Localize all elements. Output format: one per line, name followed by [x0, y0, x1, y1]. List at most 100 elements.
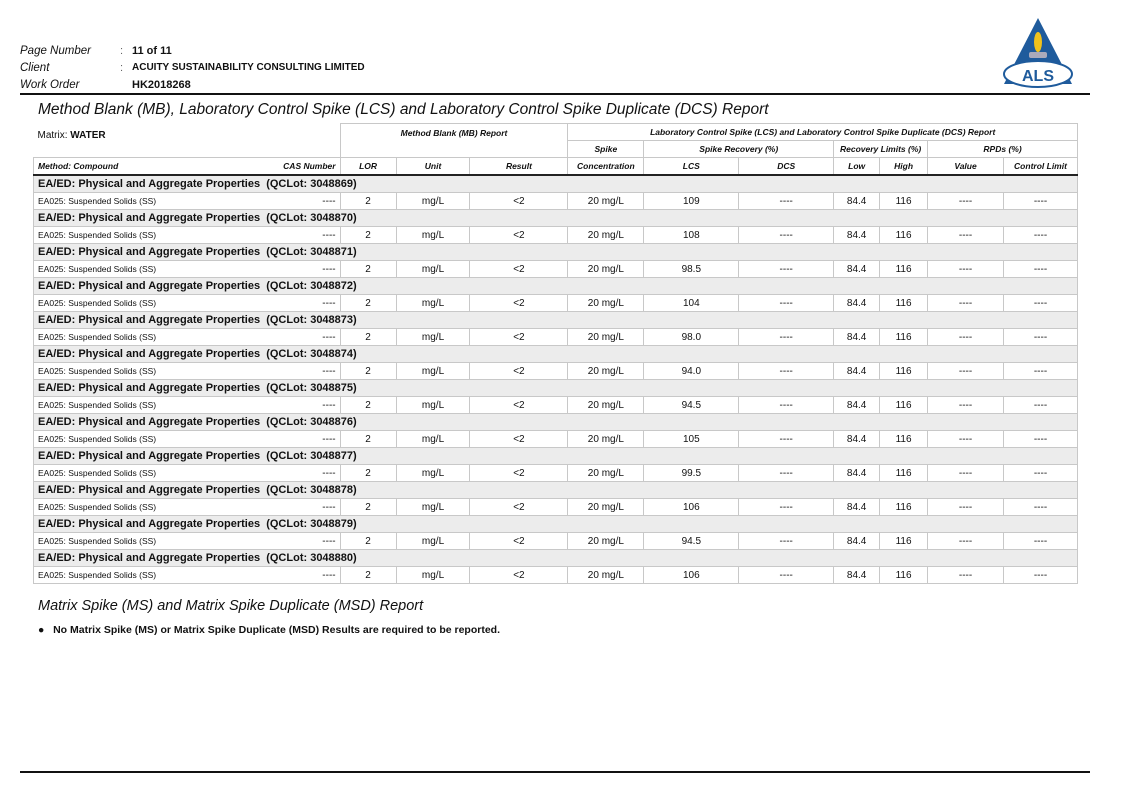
cell-spike-concentration: 20 mg/L — [567, 226, 645, 244]
cell-spike-concentration: 20 mg/L — [567, 430, 645, 448]
table-row: EA025: Suspended Solids (SS) ---- 2 mg/L <2 2… — [33, 226, 1078, 244]
cell-lor: 2 — [339, 430, 397, 448]
qc-lot-group: EA/ED: Physical and Aggregate Properties… — [33, 311, 1078, 329]
cell-rpd-control-limit: ---- — [1003, 192, 1078, 210]
client-value: ACUITY SUSTAINABILITY CONSULTING LIMITED — [132, 62, 365, 73]
page-number-value: 11 of 11 — [132, 44, 172, 57]
logo-text: ALS — [1022, 68, 1054, 85]
matrix-label: Matrix: — [37, 129, 71, 141]
cell-low-limit: 84.4 — [833, 192, 881, 210]
cell-rpd-value: ---- — [927, 192, 1004, 210]
recovery-limits-header: Recovery Limits (%) — [833, 140, 929, 158]
cell-rpd-value: ---- — [927, 362, 1004, 380]
col-compound: Method: Compound — [38, 161, 119, 171]
qc-lot-title: EA/ED: Physical and Aggregate Properties… — [33, 174, 1078, 193]
cell-dcs: ---- — [738, 532, 835, 550]
col-high: High — [879, 157, 929, 176]
cell-compound: EA025: Suspended Solids (SS) — [38, 229, 157, 240]
client-label: Client — [20, 61, 50, 74]
cell-lor: 2 — [339, 396, 397, 414]
col-concentration: Concentration — [567, 157, 645, 176]
col-lcs: LCS — [643, 157, 740, 176]
cell-compound: EA025: Suspended Solids (SS) — [38, 365, 157, 376]
cell-rpd-control-limit: ---- — [1003, 464, 1078, 482]
cell-lcs: 106 — [643, 566, 740, 584]
table-row: EA025: Suspended Solids (SS) ---- 2 mg/L <2 2… — [33, 192, 1078, 210]
cell-rpd-value: ---- — [927, 226, 1004, 244]
cell-rpd-value: ---- — [927, 464, 1004, 482]
cell-low-limit: 84.4 — [833, 498, 881, 516]
qc-lot-group: EA/ED: Physical and Aggregate Properties… — [33, 174, 1078, 193]
table-row: EA025: Suspended Solids (SS) ---- 2 mg/L <2 2… — [33, 566, 1078, 584]
cell-rpd-value: ---- — [927, 532, 1004, 550]
cell-cas-number: ---- — [322, 331, 336, 343]
table-row: EA025: Suspended Solids (SS) ---- 2 mg/L <2 2… — [33, 396, 1078, 414]
header-divider — [20, 93, 1090, 95]
qc-lot-title: EA/ED: Physical and Aggregate Properties… — [33, 413, 1078, 431]
cell-result: <2 — [469, 430, 569, 448]
cell-compound: EA025: Suspended Solids (SS) — [38, 195, 157, 206]
ms-note: ● No Matrix Spike (MS) or Matrix Spike D… — [38, 624, 501, 636]
cell-compound-cas: EA025: Suspended Solids (SS) ---- — [33, 294, 341, 312]
col-control-limit: Control Limit — [1003, 157, 1078, 176]
qc-lot-group: EA/ED: Physical and Aggregate Properties… — [33, 515, 1078, 533]
cell-result: <2 — [469, 192, 569, 210]
cell-low-limit: 84.4 — [833, 260, 881, 278]
qc-lot-title: EA/ED: Physical and Aggregate Properties… — [33, 447, 1078, 465]
table-row: EA025: Suspended Solids (SS) ---- 2 mg/L <2 2… — [33, 294, 1078, 312]
cell-spike-concentration: 20 mg/L — [567, 498, 645, 516]
table-row: EA025: Suspended Solids (SS) ---- 2 mg/L <2 2… — [33, 430, 1078, 448]
cell-lor: 2 — [339, 192, 397, 210]
cell-unit: mg/L — [395, 362, 471, 380]
cell-compound: EA025: Suspended Solids (SS) — [38, 501, 157, 512]
cell-cas-number: ---- — [322, 263, 336, 275]
cell-lor: 2 — [339, 294, 397, 312]
cell-compound: EA025: Suspended Solids (SS) — [38, 433, 157, 444]
cell-high-limit: 116 — [879, 294, 929, 312]
cell-lor: 2 — [339, 226, 397, 244]
qc-lot-title: EA/ED: Physical and Aggregate Properties… — [33, 209, 1078, 227]
cell-spike-concentration: 20 mg/L — [567, 328, 645, 346]
work-order-label: Work Order — [20, 78, 80, 91]
cell-lcs: 108 — [643, 226, 740, 244]
cell-rpd-control-limit: ---- — [1003, 294, 1078, 312]
cell-dcs: ---- — [738, 396, 835, 414]
cell-unit: mg/L — [395, 566, 471, 584]
cell-compound-cas: EA025: Suspended Solids (SS) ---- — [33, 532, 341, 550]
col-dcs: DCS — [738, 157, 835, 176]
cell-dcs: ---- — [738, 226, 835, 244]
cell-lcs: 98.0 — [643, 328, 740, 346]
cell-lor: 2 — [339, 464, 397, 482]
matrix-cell: Matrix: WATER — [34, 124, 341, 158]
cell-spike-concentration: 20 mg/L — [567, 532, 645, 550]
cell-result: <2 — [469, 464, 569, 482]
cell-cas-number: ---- — [322, 433, 336, 445]
cell-high-limit: 116 — [879, 260, 929, 278]
cell-compound-cas: EA025: Suspended Solids (SS) ---- — [33, 362, 341, 380]
qc-lot-title: EA/ED: Physical and Aggregate Properties… — [33, 277, 1078, 295]
cell-dcs: ---- — [738, 328, 835, 346]
spike-recovery-header: Spike Recovery (%) — [643, 140, 835, 158]
cell-compound-cas: EA025: Suspended Solids (SS) ---- — [33, 226, 341, 244]
cell-unit: mg/L — [395, 294, 471, 312]
cell-cas-number: ---- — [322, 195, 336, 207]
cell-cas-number: ---- — [322, 501, 336, 513]
cell-unit: mg/L — [395, 498, 471, 516]
cell-low-limit: 84.4 — [833, 464, 881, 482]
cell-lcs: 109 — [643, 192, 740, 210]
qc-lot-title: EA/ED: Physical and Aggregate Properties… — [33, 243, 1078, 261]
cell-rpd-value: ---- — [927, 566, 1004, 584]
cell-compound-cas: EA025: Suspended Solids (SS) ---- — [33, 192, 341, 210]
qc-lot-title: EA/ED: Physical and Aggregate Properties… — [33, 311, 1078, 329]
cell-rpd-control-limit: ---- — [1003, 226, 1078, 244]
cell-low-limit: 84.4 — [833, 430, 881, 448]
cell-rpd-value: ---- — [927, 260, 1004, 278]
qc-lot-title: EA/ED: Physical and Aggregate Properties… — [33, 515, 1078, 533]
cell-compound-cas: EA025: Suspended Solids (SS) ---- — [33, 260, 341, 278]
cell-unit: mg/L — [395, 226, 471, 244]
cell-compound: EA025: Suspended Solids (SS) — [38, 263, 157, 274]
qc-lot-group: EA/ED: Physical and Aggregate Properties… — [33, 413, 1078, 431]
cell-unit: mg/L — [395, 328, 471, 346]
cell-lcs: 94.0 — [643, 362, 740, 380]
mb-report-header: Method Blank (MB) Report — [339, 123, 569, 158]
